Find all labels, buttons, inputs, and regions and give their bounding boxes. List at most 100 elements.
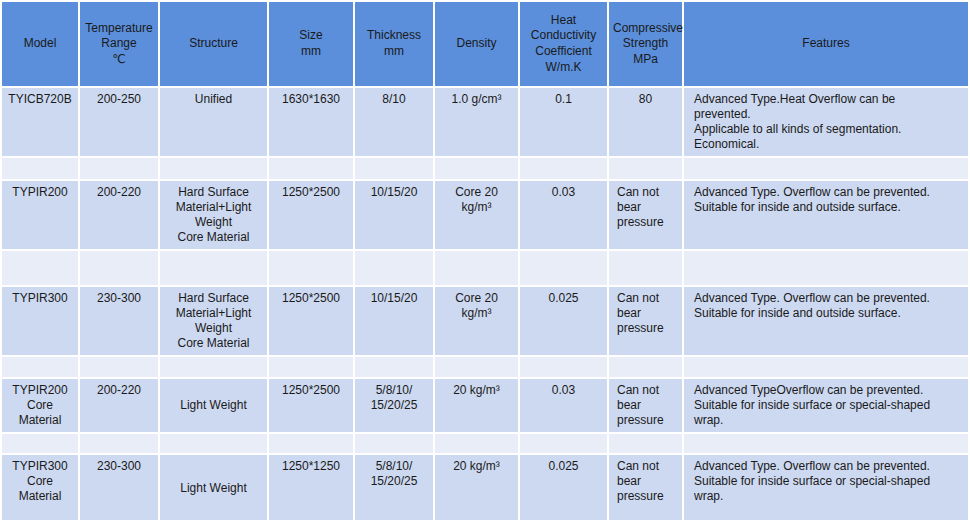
table-header: ModelTemperature Range ℃StructureSize mm… [2,2,968,86]
cell-structure: Light Weight [160,379,267,432]
spacer-cell [355,158,433,179]
spacer-row [2,251,968,285]
cell-density: 20 kg/m³ [435,379,518,432]
spacer-cell [520,251,607,285]
cell-compressive-strength: 80 [609,88,682,156]
spacer-cell [684,434,968,453]
cell-compressive-strength: Can not bear pressure [609,181,682,249]
spacer-cell [435,357,518,377]
cell-density: Core 20 kg/m³ [435,181,518,249]
cell-density: 1.0 g/cm³ [435,88,518,156]
spacer-cell [269,158,353,179]
header-row: ModelTemperature Range ℃StructureSize mm… [2,2,968,86]
column-header-heat-conductivity: Heat Conductivity Coefficient W/m.K [520,2,607,86]
cell-structure: Hard Surface Material+Light Weight Core … [160,181,267,249]
spacer-cell [684,158,968,179]
spacer-row [2,158,968,179]
column-header-features: Features [684,2,968,86]
spacer-cell [609,357,682,377]
spacer-cell [80,251,158,285]
cell-thickness: 10/15/20 [355,181,433,249]
spacer-cell [2,434,78,453]
spacer-cell [435,251,518,285]
table-row: TYPIR300 Core Material230-300Light Weigh… [2,455,968,520]
spacer-cell [160,357,267,377]
spacer-cell [80,434,158,453]
spacer-cell [80,357,158,377]
cell-thickness: 8/10 [355,88,433,156]
cell-structure: Hard Surface Material+Light Weight Core … [160,287,267,355]
table-body: TYICB720B200-250Unified1630*16308/101.0 … [2,88,968,520]
cell-temperature-range: 200-250 [80,88,158,156]
spacer-cell [684,357,968,377]
column-header-thickness: Thickness mm [355,2,433,86]
spacer-cell [609,434,682,453]
spacer-cell [609,251,682,285]
cell-compressive-strength: Can not bear pressure [609,455,682,520]
column-header-temperature-range: Temperature Range ℃ [80,2,158,86]
spacer-cell [80,158,158,179]
cell-thickness: 5/8/10/ 15/20/25 [355,379,433,432]
spacer-cell [435,158,518,179]
cell-features: Advanced Type. Overflow can be prevented… [684,287,968,355]
cell-features: Advanced Type.Heat Overflow can be preve… [684,88,968,156]
spacer-cell [2,158,78,179]
spacer-cell [684,251,968,285]
cell-structure: Light Weight [160,455,267,520]
column-header-model: Model [2,2,78,86]
cell-features: Advanced Type. Overflow can be prevented… [684,181,968,249]
cell-temperature-range: 200-220 [80,181,158,249]
spacer-cell [269,357,353,377]
table-row: TYPIR200 Core Material200-220Light Weigh… [2,379,968,432]
cell-heat-conductivity: 0.03 [520,379,607,432]
spacer-cell [160,434,267,453]
cell-model: TYPIR300 [2,287,78,355]
spacer-cell [520,357,607,377]
column-header-compressive-strength: Compressive Strength MPa [609,2,682,86]
cell-thickness: 5/8/10/ 15/20/25 [355,455,433,520]
spacer-row [2,434,968,453]
spacer-cell [609,158,682,179]
cell-model: TYICB720B [2,88,78,156]
spacer-cell [160,158,267,179]
cell-compressive-strength: Can not bear pressure [609,287,682,355]
cell-model: TYPIR200 [2,181,78,249]
column-header-density: Density [435,2,518,86]
cell-model: TYPIR200 Core Material [2,379,78,432]
spacer-cell [269,251,353,285]
cell-density: Core 20 kg/m³ [435,287,518,355]
spacer-row [2,357,968,377]
cell-compressive-strength: Can not bear pressure [609,379,682,432]
product-spec-table: ModelTemperature Range ℃StructureSize mm… [0,0,970,520]
cell-heat-conductivity: 0.1 [520,88,607,156]
table-row: TYPIR300230-300Hard Surface Material+Lig… [2,287,968,355]
cell-temperature-range: 230-300 [80,287,158,355]
column-header-size: Size mm [269,2,353,86]
cell-structure: Unified [160,88,267,156]
cell-temperature-range: 230-300 [80,455,158,520]
spacer-cell [355,357,433,377]
spacer-cell [2,251,78,285]
cell-size: 1250*2500 [269,379,353,432]
cell-size: 1630*1630 [269,88,353,156]
cell-temperature-range: 200-220 [80,379,158,432]
cell-density: 20 kg/m³ [435,455,518,520]
spacer-cell [355,434,433,453]
column-header-structure: Structure [160,2,267,86]
spacer-cell [355,251,433,285]
cell-model: TYPIR300 Core Material [2,455,78,520]
cell-size: 1250*2500 [269,181,353,249]
cell-thickness: 10/15/20 [355,287,433,355]
cell-features: Advanced TypeOverflow can be prevented. … [684,379,968,432]
spacer-cell [269,434,353,453]
cell-heat-conductivity: 0.025 [520,287,607,355]
spacer-cell [2,357,78,377]
table-row: TYPIR200200-220Hard Surface Material+Lig… [2,181,968,249]
cell-size: 1250*2500 [269,287,353,355]
cell-heat-conductivity: 0.025 [520,455,607,520]
spacer-cell [160,251,267,285]
cell-features: Advanced Type. Overflow can be prevented… [684,455,968,520]
table-row: TYICB720B200-250Unified1630*16308/101.0 … [2,88,968,156]
cell-size: 1250*1250 [269,455,353,520]
cell-heat-conductivity: 0.03 [520,181,607,249]
